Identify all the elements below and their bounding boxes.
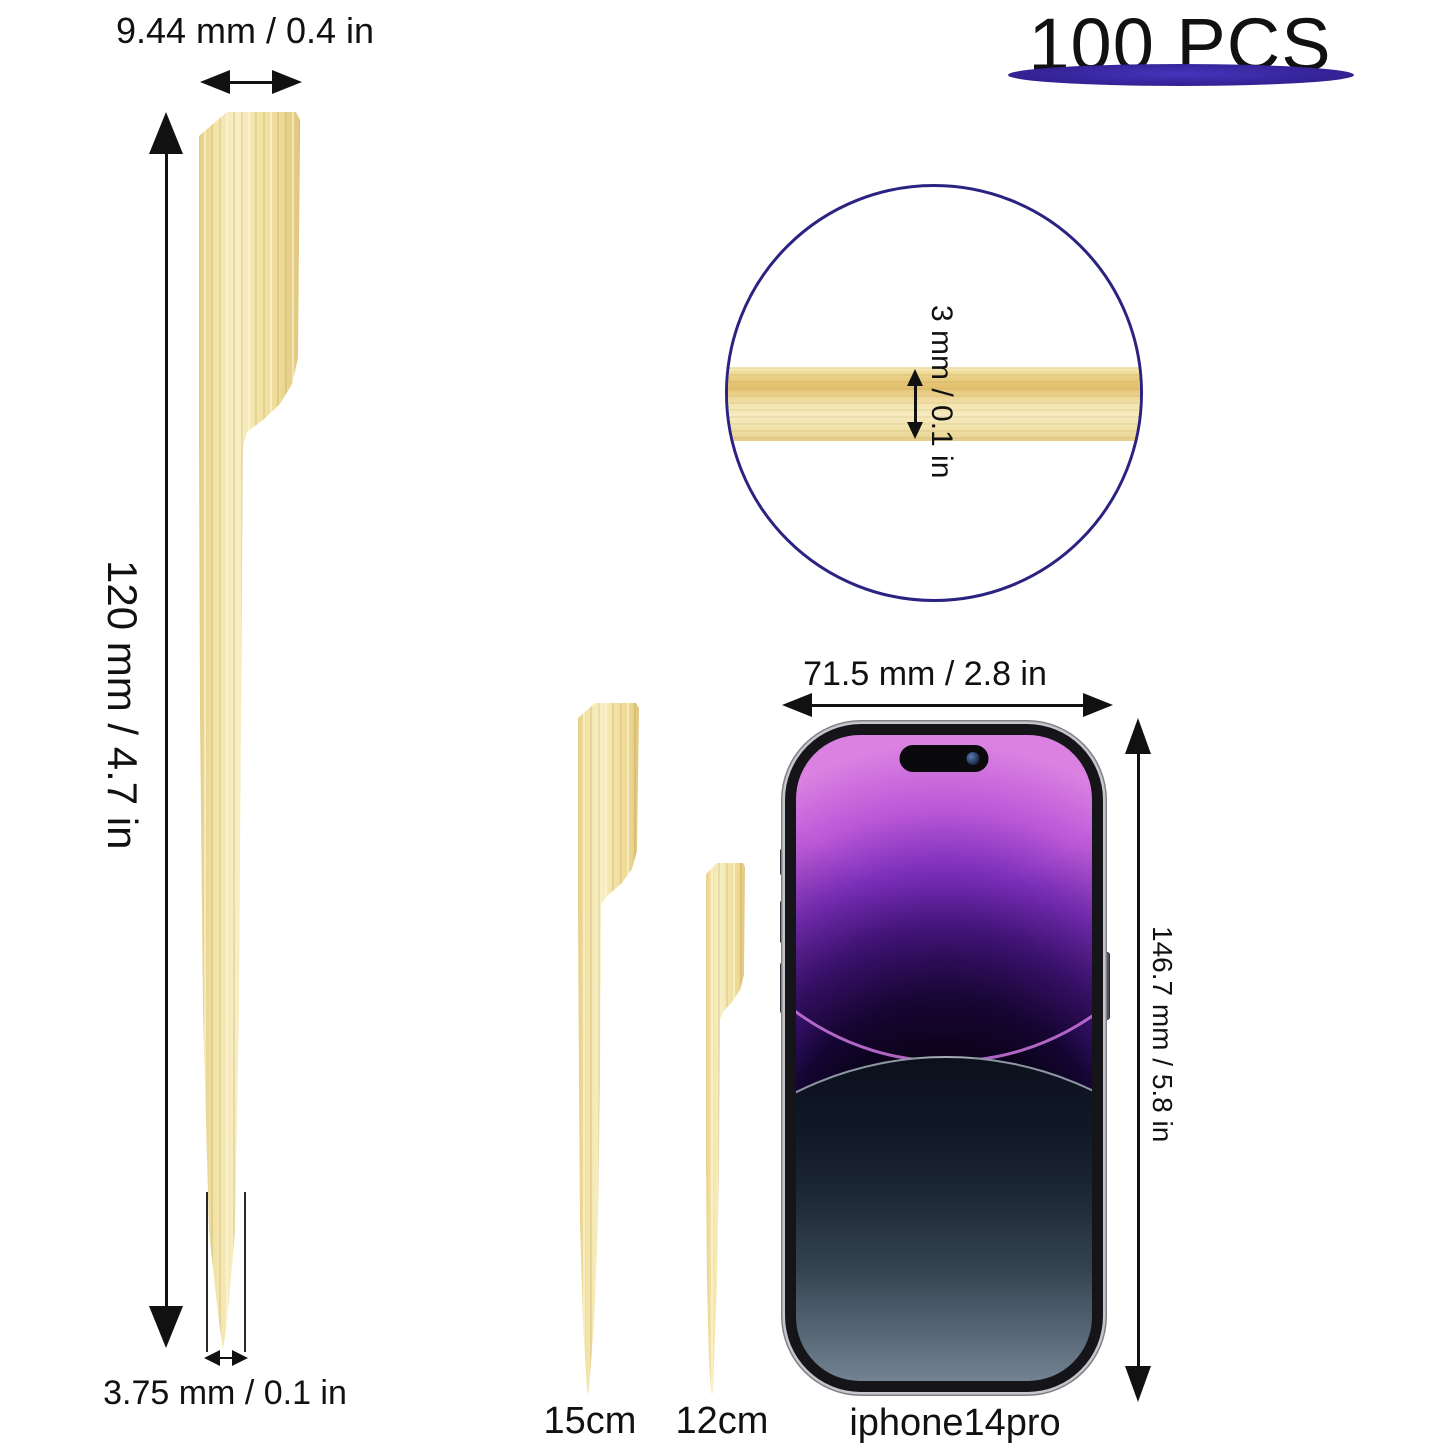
front-camera-icon [966,752,980,765]
arrow-shaft [812,703,1083,707]
pcs-underline-ellipse [1008,64,1354,86]
zoomed-bamboo-stick [728,367,1140,441]
arrow-shaft [913,386,917,422]
arrowhead-down-icon [907,422,923,439]
arrowhead-right-icon [272,70,302,94]
arrowhead-up-icon [1125,718,1151,754]
arrowhead-left-icon [200,70,230,94]
skewer-length-arrow [149,112,183,1348]
arrow-shaft [164,154,168,1306]
bamboo-skewer-large [199,112,300,1350]
wallpaper-purple-sphere [796,735,1092,1063]
thickness-label: 3 mm / 0.1 in [925,305,958,479]
arrowhead-right-icon [232,1350,248,1366]
arrowhead-left-icon [782,693,812,717]
arrowhead-up-icon [907,369,923,386]
tip-extension-line-right [244,1192,246,1352]
dynamic-island [899,745,989,772]
arrow-shaft [230,80,272,84]
paddle-width-label: 9.44 mm / 0.4 in [115,10,375,51]
tip-extension-line-left [206,1192,208,1352]
zoom-circle: 3 mm / 0.1 in [725,184,1143,602]
phone-width-label: 71.5 mm / 2.8 in [803,655,1047,693]
arrowhead-down-icon [149,1306,183,1348]
skewer-length-label: 120 mm / 4.7 in [99,560,146,850]
phone-name-label: iphone14pro [849,1402,1061,1444]
paddle-width-arrow [200,70,302,94]
medium-skewer-label: 15cm [543,1400,637,1442]
arrow-shaft [1136,754,1140,1366]
wallpaper-silver-sphere [796,1056,1092,1381]
bamboo-skewer-small [706,863,745,1395]
bamboo-skewer-medium [578,703,639,1395]
thickness-arrow [903,369,927,439]
arrowhead-left-icon [204,1350,220,1366]
arrow-shaft [220,1357,232,1359]
phone-height-arrow [1125,718,1151,1402]
arrowhead-down-icon [1125,1366,1151,1402]
phone-width-arrow [782,693,1113,717]
tip-width-label: 3.75 mm / 0.1 in [103,1374,347,1412]
tip-width-arrow [204,1350,248,1366]
arrowhead-up-icon [149,112,183,154]
iphone-14-pro-image [785,724,1103,1392]
phone-height-label: 146.7 mm / 5.8 in [1147,926,1178,1143]
arrowhead-right-icon [1083,693,1113,717]
small-skewer-label: 12cm [675,1400,769,1442]
phone-screen [796,735,1092,1381]
